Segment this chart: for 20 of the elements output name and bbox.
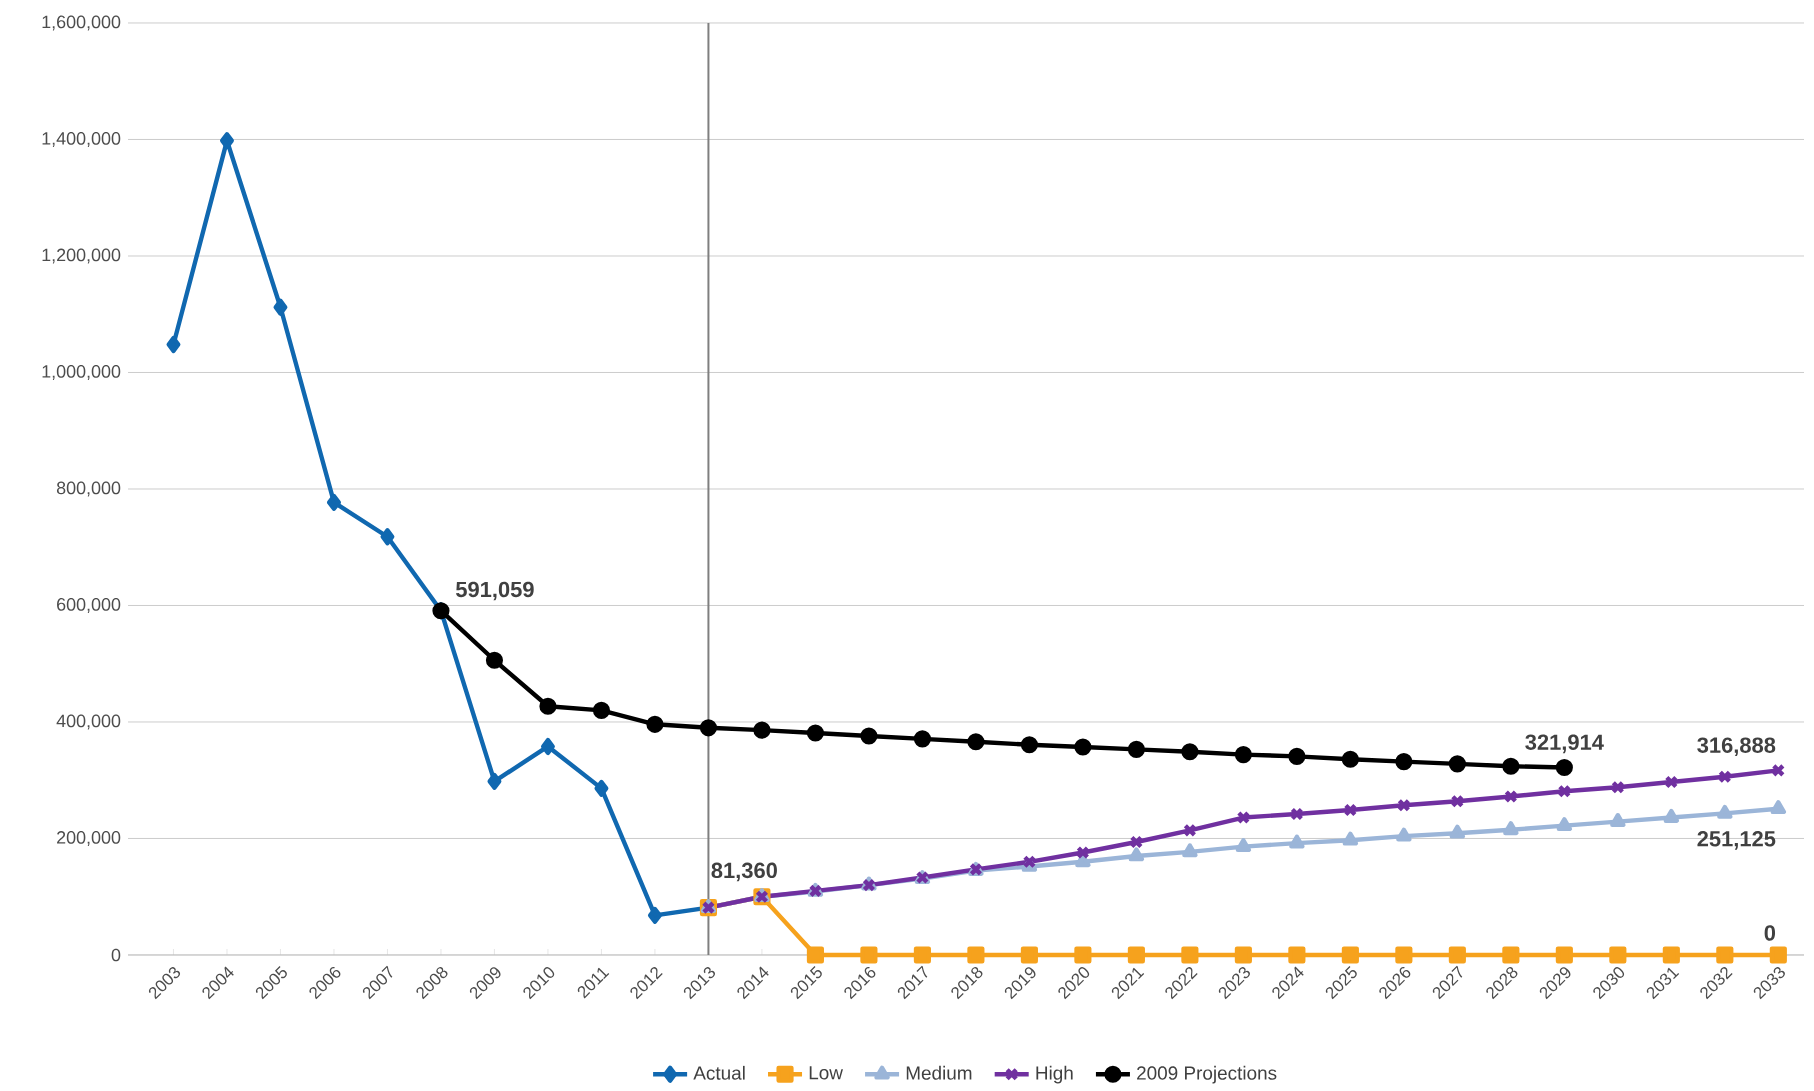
- y-tick-label: 1,000,000: [42, 365, 121, 381]
- y-tick-label: 1,200,000: [42, 248, 121, 264]
- y-tick-label: 400,000: [56, 714, 121, 730]
- annotation: 321,914: [1525, 734, 1604, 754]
- y-tick-label: 1,400,000: [42, 132, 121, 148]
- legend-label: Actual: [693, 1066, 745, 1080]
- annotation: 316,888: [1697, 737, 1776, 757]
- annotation: 251,125: [1697, 831, 1776, 850]
- y-tick-label: 0: [111, 948, 121, 962]
- legend-label: Medium: [906, 1066, 972, 1080]
- annotation: 0: [1764, 925, 1776, 941]
- annotation: 591,059: [455, 581, 534, 601]
- y-tick-label: 800,000: [56, 481, 121, 497]
- y-tick-label: 600,000: [57, 598, 121, 614]
- legend-label: High: [1036, 1066, 1073, 1084]
- legend-label: Low: [809, 1066, 843, 1080]
- annotation: 81,360: [711, 862, 777, 882]
- y-tick-label: 1,600,000: [42, 15, 121, 31]
- legend-label: 2009 Projections: [1137, 1066, 1277, 1084]
- y-tick-label: 200,000: [57, 831, 121, 847]
